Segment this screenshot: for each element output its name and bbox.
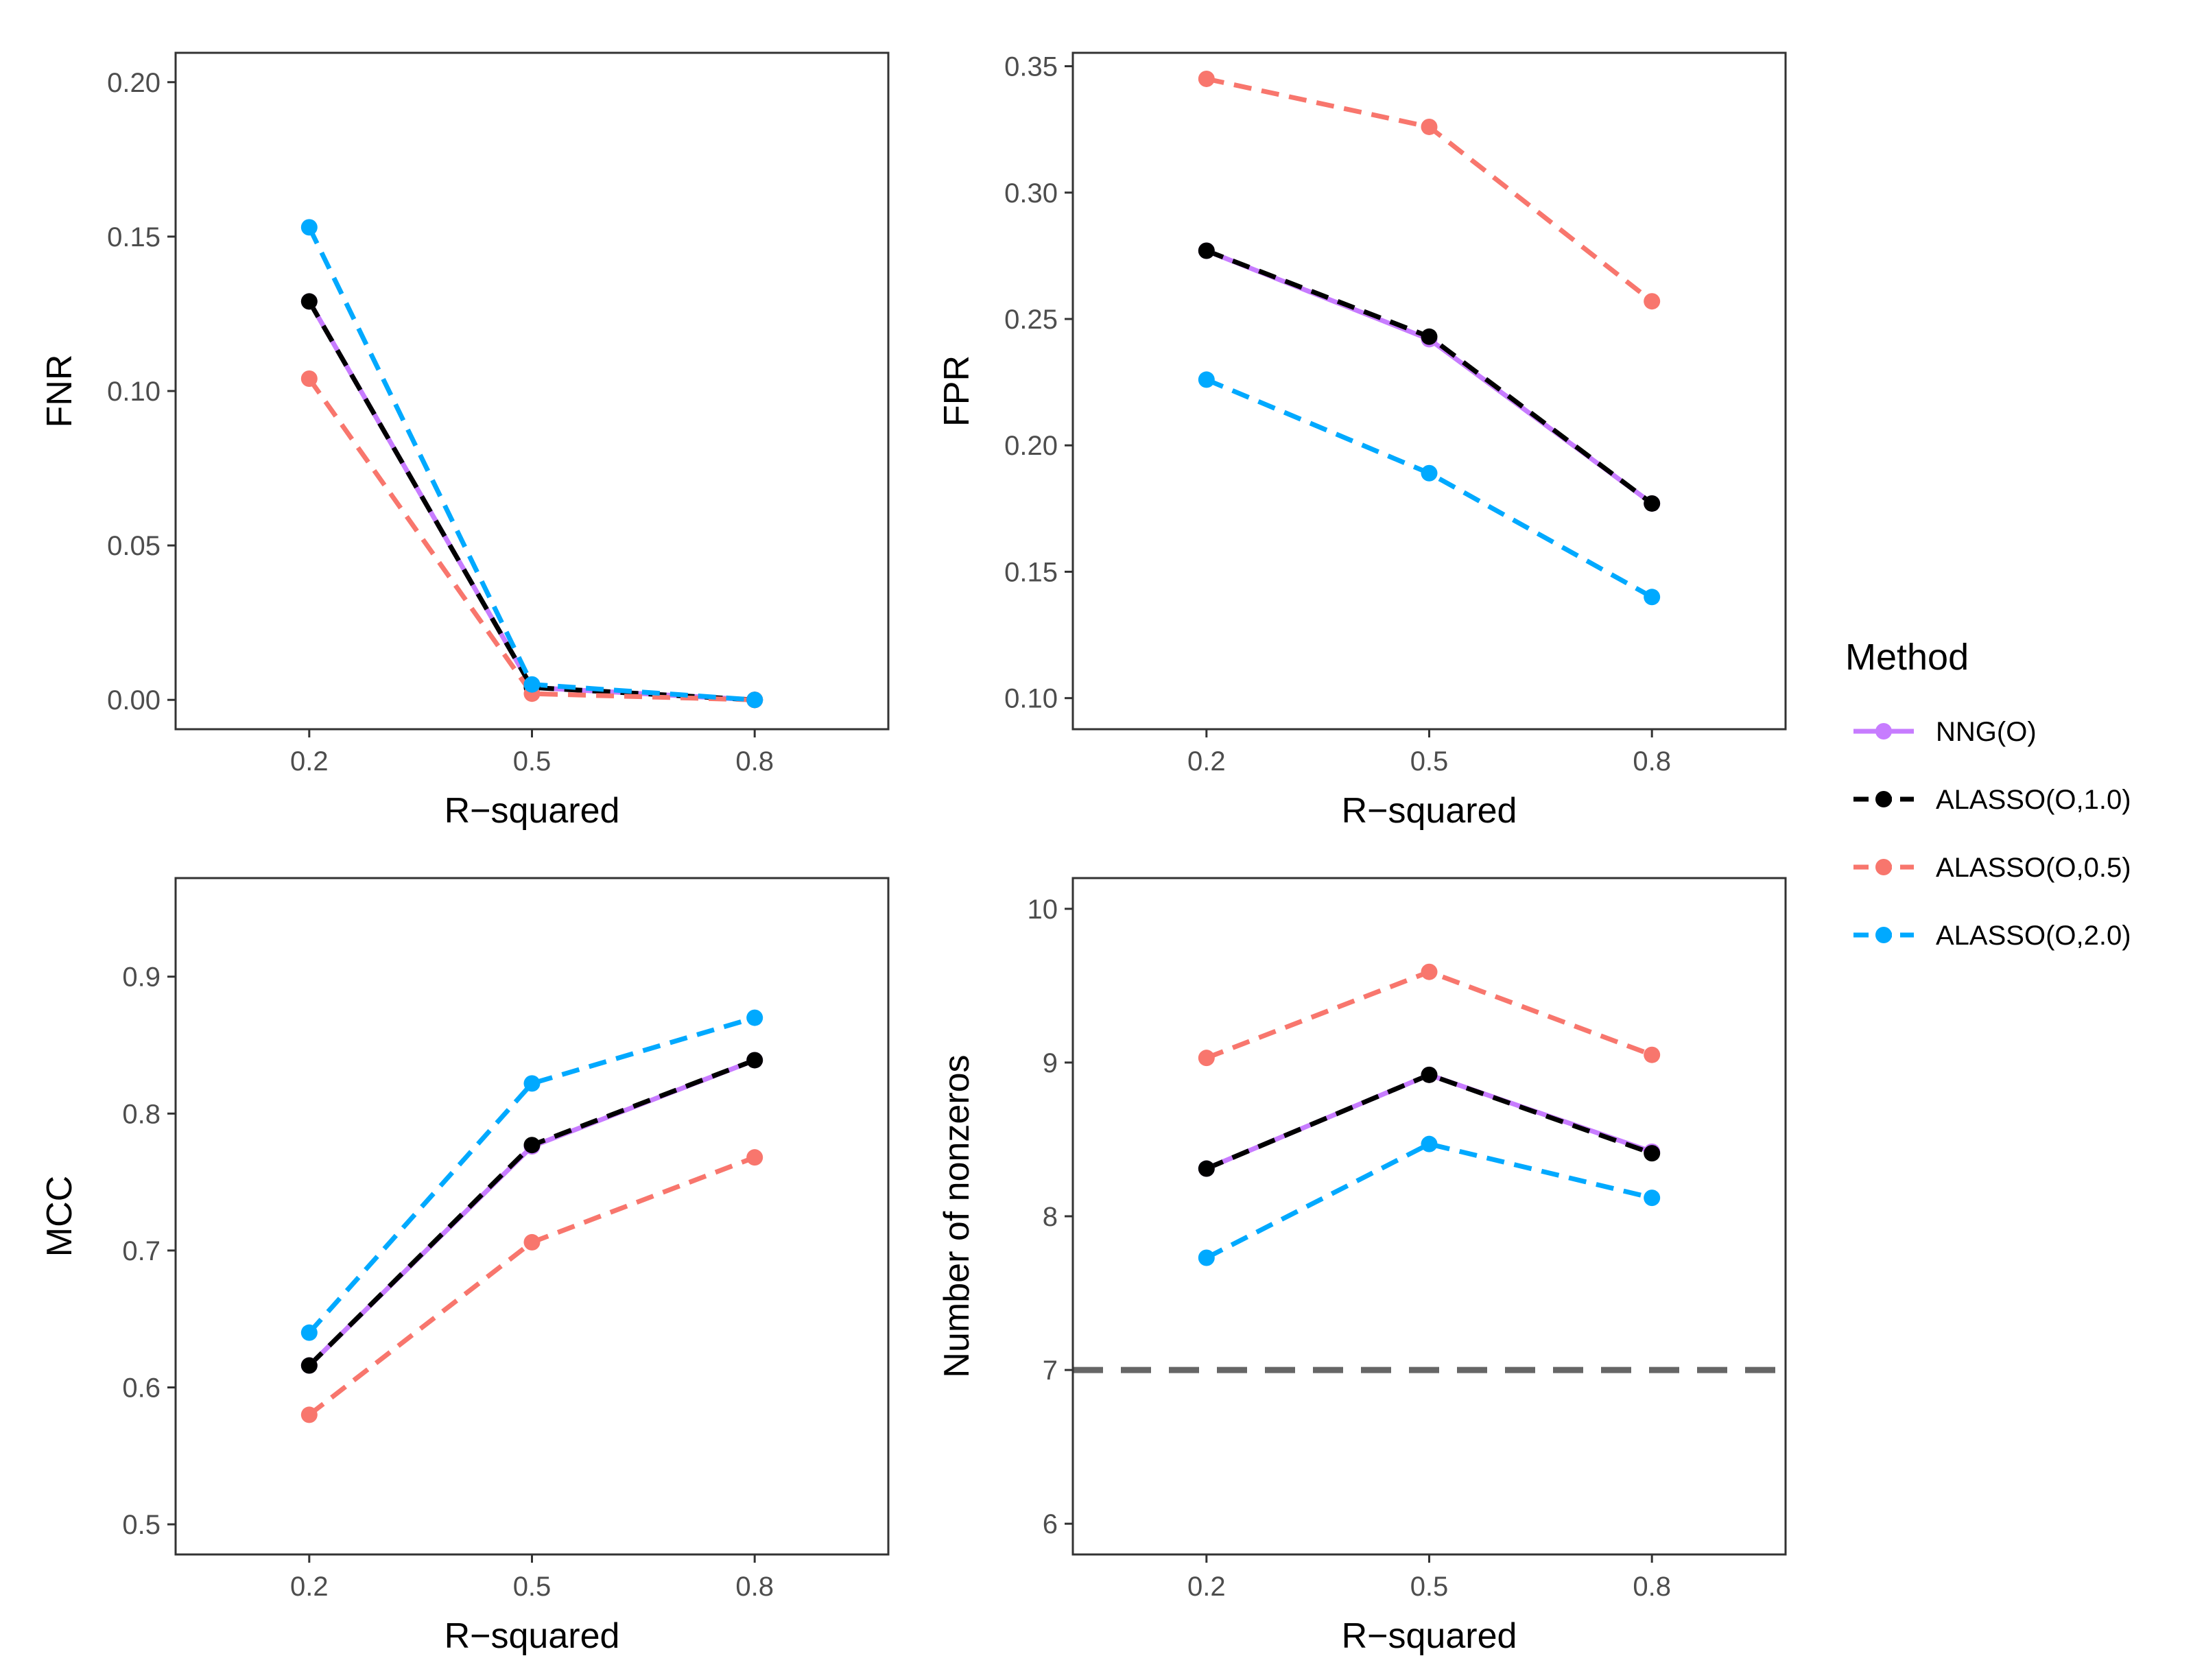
x-tick-label: 0.5 [1410,1572,1449,1602]
x-tick-label: 0.2 [290,1572,329,1602]
legend-item: ALASSO(O,2.0) [1853,921,2131,951]
x-tick-label: 0.2 [290,746,329,777]
series-line-mcc-3 [307,1015,756,1334]
x-tick-label: 0.5 [1410,746,1449,777]
y-tick-label: 10 [1028,895,1058,925]
y-tick-label: 0.10 [1004,684,1058,714]
legend-label: ALASSO(O,2.0) [1936,921,2131,951]
y-tick-label: 0.20 [1004,431,1058,461]
data-point-fpr-3-1 [1421,464,1438,482]
data-point-fnr-3-0 [300,219,318,236]
y-tick-label: 0.05 [107,531,161,561]
series-line-fnr-2 [307,377,755,702]
y-axis-title: Number of nonzeros [937,1054,977,1377]
series-line-nonzeros-3 [1205,1141,1653,1260]
x-tick-label: 0.8 [735,1572,774,1602]
x-tick-label: 0.2 [1187,746,1226,777]
data-point-fpr-3-2 [1644,589,1661,606]
data-point-fpr-3-0 [1198,371,1215,388]
legend-key-point [1875,791,1892,807]
data-point-mcc-1-1 [523,1137,541,1154]
y-tick-label: 0.30 [1004,178,1058,209]
data-point-nonzeros-2-0 [1198,1050,1215,1067]
data-point-nonzeros-3-2 [1644,1190,1661,1207]
panel-nonzeros: 6 7 8 9 10 0.2 0.5 0.8 R−squared Number of nonzer… [937,877,1787,1656]
y-tick-label: 0.7 [122,1236,161,1266]
data-point-fpr-2-1 [1421,118,1438,135]
data-point-mcc-2-2 [746,1149,763,1166]
legend-item: ALASSO(O,1.0) [1853,785,2131,815]
y-tick-label: 0.5 [122,1510,161,1540]
y-tick-label: 0.20 [107,68,161,98]
y-tick-label: 9 [1043,1048,1058,1078]
data-point-fpr-2-0 [1198,70,1215,87]
y-tick-label: 0.15 [1004,557,1058,587]
y-axis-title: MCC [40,1176,80,1257]
data-point-fnr-1-0 [300,293,318,310]
legend-label: ALASSO(O,0.5) [1936,853,2131,883]
y-tick-label: 8 [1043,1202,1058,1232]
legend-label: NNG(O) [1936,717,2037,747]
data-point-nonzeros-2-1 [1421,963,1438,980]
y-tick-label: 0.00 [107,685,161,715]
x-tick-label: 0.5 [513,746,552,777]
data-point-mcc-3-1 [523,1075,541,1092]
panel-fpr: 0.10 0.15 0.20 0.25 0.30 0.35 0.2 0.5 0.8 R−squar… [937,51,1787,831]
legend: Method NNG(O) ALASSO(O,1.0) ALASSO(O,0.5) AL… [1845,637,2131,951]
legend-title: Method [1845,637,1969,678]
panel-mcc: 0.5 0.6 0.7 0.8 0.9 0.2 0.5 0.8 R−squared MCC [40,877,890,1656]
legend-key-point [1875,859,1892,875]
data-point-fpr-1-0 [1198,242,1215,259]
x-tick-label: 0.8 [1633,746,1671,777]
data-point-nonzeros-1-2 [1644,1145,1661,1162]
y-axis-title: FPR [937,355,977,427]
x-axis-title: R−squared [445,1616,620,1656]
y-tick-label: 0.6 [122,1373,161,1403]
data-point-nonzeros-1-1 [1421,1066,1438,1083]
data-point-nonzeros-3-0 [1198,1249,1215,1266]
data-point-mcc-3-2 [746,1009,763,1026]
y-tick-label: 7 [1043,1356,1058,1386]
y-tick-label: 6 [1043,1509,1058,1539]
panel-fnr: 0.00 0.05 0.10 0.15 0.20 0.2 0.5 0.8 R−squared FN… [40,51,890,831]
legend-key-point [1875,927,1892,943]
y-tick-label: 0.9 [122,962,161,993]
data-point-fnr-3-1 [523,676,541,693]
legend-key-point [1875,723,1892,740]
x-axis-title: R−squared [1342,791,1517,831]
data-point-nonzeros-1-0 [1198,1160,1215,1177]
data-point-mcc-2-1 [523,1233,541,1251]
data-point-fpr-1-1 [1421,328,1438,345]
data-point-fnr-3-2 [746,691,763,709]
x-tick-label: 0.8 [735,746,774,777]
y-tick-label: 0.35 [1004,52,1058,82]
y-tick-label: 0.10 [107,377,161,407]
data-point-fnr-2-0 [300,370,318,387]
x-axis-title: R−squared [1342,1616,1517,1656]
data-point-nonzeros-3-1 [1421,1135,1438,1152]
data-point-nonzeros-2-2 [1644,1046,1661,1063]
data-point-mcc-1-0 [300,1357,318,1374]
y-tick-label: 0.8 [122,1099,161,1129]
x-tick-label: 0.8 [1633,1572,1671,1602]
x-axis-title: R−squared [445,791,620,831]
legend-item: ALASSO(O,0.5) [1853,853,2131,883]
data-point-mcc-3-0 [300,1324,318,1341]
data-point-mcc-2-0 [300,1406,318,1423]
y-tick-label: 0.15 [107,222,161,252]
x-tick-label: 0.2 [1187,1572,1226,1602]
y-tick-label: 0.25 [1004,305,1058,335]
y-axis-title: FNR [40,355,80,428]
x-tick-label: 0.5 [513,1572,552,1602]
data-point-fpr-2-2 [1644,293,1661,310]
data-point-fpr-1-2 [1644,495,1661,512]
data-point-mcc-1-2 [746,1052,763,1069]
legend-item: NNG(O) [1853,717,2037,747]
legend-label: ALASSO(O,1.0) [1936,785,2131,815]
